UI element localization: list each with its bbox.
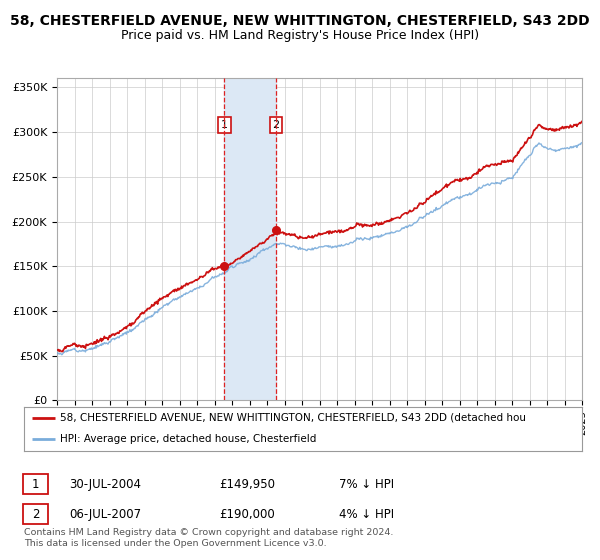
Text: 1: 1 bbox=[221, 120, 228, 130]
Text: 58, CHESTERFIELD AVENUE, NEW WHITTINGTON, CHESTERFIELD, S43 2DD: 58, CHESTERFIELD AVENUE, NEW WHITTINGTON… bbox=[10, 14, 590, 28]
Text: HPI: Average price, detached house, Chesterfield: HPI: Average price, detached house, Ches… bbox=[60, 435, 317, 445]
Text: Contains HM Land Registry data © Crown copyright and database right 2024.
This d: Contains HM Land Registry data © Crown c… bbox=[24, 528, 394, 548]
Text: 30-JUL-2004: 30-JUL-2004 bbox=[69, 478, 141, 491]
Text: 1: 1 bbox=[32, 478, 39, 491]
Text: 2: 2 bbox=[32, 507, 39, 521]
Text: Price paid vs. HM Land Registry's House Price Index (HPI): Price paid vs. HM Land Registry's House … bbox=[121, 29, 479, 42]
Text: 58, CHESTERFIELD AVENUE, NEW WHITTINGTON, CHESTERFIELD, S43 2DD (detached hou: 58, CHESTERFIELD AVENUE, NEW WHITTINGTON… bbox=[60, 413, 526, 423]
Text: 2: 2 bbox=[272, 120, 280, 130]
Text: 7% ↓ HPI: 7% ↓ HPI bbox=[339, 478, 394, 491]
Bar bbox=[224, 78, 276, 400]
Text: 06-JUL-2007: 06-JUL-2007 bbox=[69, 507, 141, 521]
Text: 4% ↓ HPI: 4% ↓ HPI bbox=[339, 507, 394, 521]
Text: £190,000: £190,000 bbox=[219, 507, 275, 521]
Text: £149,950: £149,950 bbox=[219, 478, 275, 491]
